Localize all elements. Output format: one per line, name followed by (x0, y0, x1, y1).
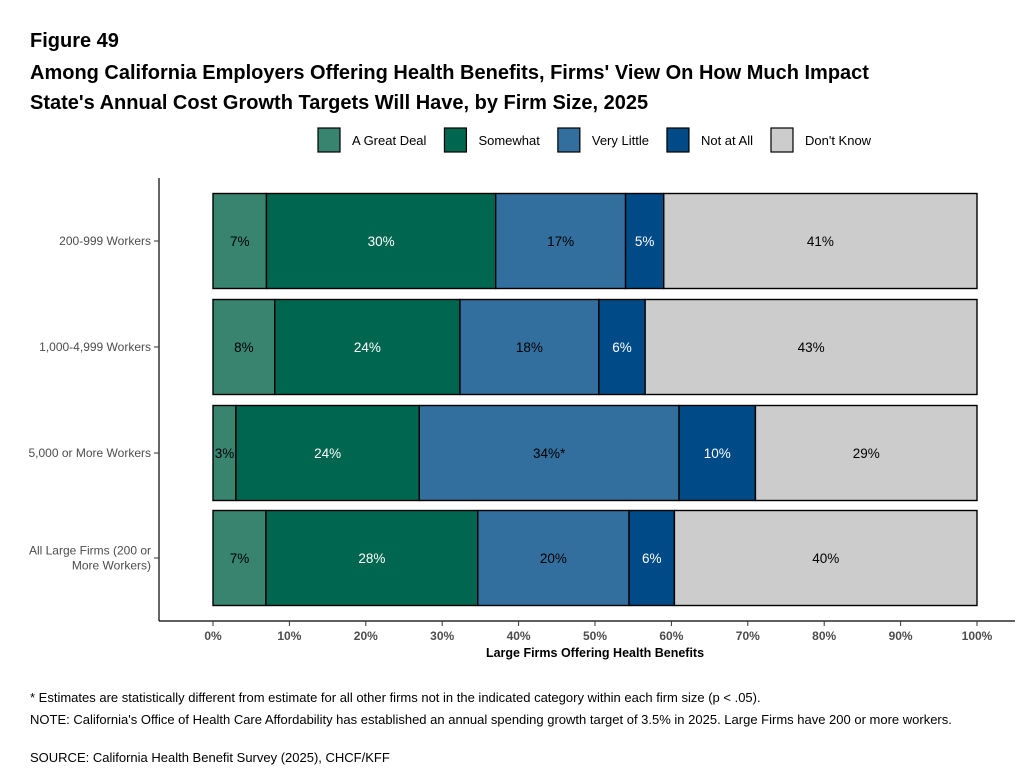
x-tick-label: 100% (962, 629, 993, 643)
x-tick-label: 80% (812, 629, 836, 643)
data-label: 43% (798, 340, 825, 355)
y-tick-label: More Workers) (72, 559, 151, 573)
chart-title-line1: Among California Employers Offering Heal… (30, 62, 869, 84)
y-tick-label: All Large Firms (200 or (29, 544, 151, 558)
bar-segment (212, 192, 268, 290)
bar-segment (235, 404, 420, 502)
legend-swatch (317, 127, 341, 153)
bar-segment (477, 509, 630, 607)
bar-segment (418, 404, 680, 502)
legend-swatch (557, 127, 581, 153)
y-tick-label: 200-999 Workers (59, 234, 151, 248)
data-label: 6% (642, 551, 662, 566)
chart-title-line2: State's Annual Cost Growth Targets Will … (30, 92, 649, 114)
bar-segment (212, 298, 276, 396)
figure-label: Figure 49 (30, 30, 119, 52)
data-label: 7% (230, 551, 250, 566)
legend-label: Not at All (701, 133, 753, 148)
data-label: 6% (612, 340, 632, 355)
legend-label: A Great Deal (352, 133, 427, 148)
bar-segment (459, 298, 600, 396)
x-axis-title: Large Firms Offering Health Benefits (486, 646, 704, 660)
bar-segment (212, 509, 267, 607)
x-tick-label: 10% (277, 629, 301, 643)
data-label: 40% (812, 551, 839, 566)
bar-segment (673, 509, 978, 607)
data-label: 17% (547, 234, 574, 249)
bar-segment (628, 509, 676, 607)
legend-swatch (443, 127, 468, 153)
bar-segment (624, 192, 665, 290)
data-label: 18% (516, 340, 543, 355)
data-label: 5% (635, 234, 655, 249)
bar-segment (644, 298, 978, 396)
x-tick-label: 40% (507, 629, 531, 643)
bar-segment (265, 192, 497, 290)
data-label: 20% (540, 551, 567, 566)
data-label: 10% (704, 446, 731, 461)
bar-segment (754, 404, 978, 502)
y-tick-label: 1,000-4,999 Workers (39, 340, 151, 354)
legend-swatch (666, 127, 690, 153)
data-label: 7% (230, 234, 250, 249)
data-label: 24% (314, 446, 341, 461)
x-tick-label: 70% (736, 629, 760, 643)
y-tick-label: 5,000 or More Workers (29, 446, 152, 460)
x-tick-label: 90% (889, 629, 913, 643)
data-label: 34%* (533, 446, 566, 461)
footnote-significance: * Estimates are statistically different … (30, 690, 761, 705)
data-label: 8% (234, 340, 254, 355)
bar-segment (678, 404, 757, 502)
footnote-note: NOTE: California's Office of Health Care… (30, 712, 952, 727)
data-label: 3% (215, 446, 235, 461)
bar-segment (494, 192, 627, 290)
x-tick-label: 60% (659, 629, 683, 643)
data-label: 30% (368, 234, 395, 249)
legend-label: Somewhat (478, 133, 540, 148)
data-label: 29% (853, 446, 880, 461)
bar-segment (265, 509, 479, 607)
data-label: 24% (354, 340, 381, 355)
x-tick-label: 50% (583, 629, 607, 643)
legend-label: Don't Know (805, 133, 872, 148)
legend-label: Very Little (592, 133, 649, 148)
bar-segment (663, 192, 978, 290)
data-label: 41% (807, 234, 834, 249)
data-label: 28% (358, 551, 385, 566)
x-tick-label: 0% (204, 629, 222, 643)
footnote-source: SOURCE: California Health Benefit Survey… (30, 750, 390, 765)
x-tick-label: 20% (354, 629, 378, 643)
x-tick-label: 30% (430, 629, 454, 643)
legend-swatch (770, 127, 794, 153)
